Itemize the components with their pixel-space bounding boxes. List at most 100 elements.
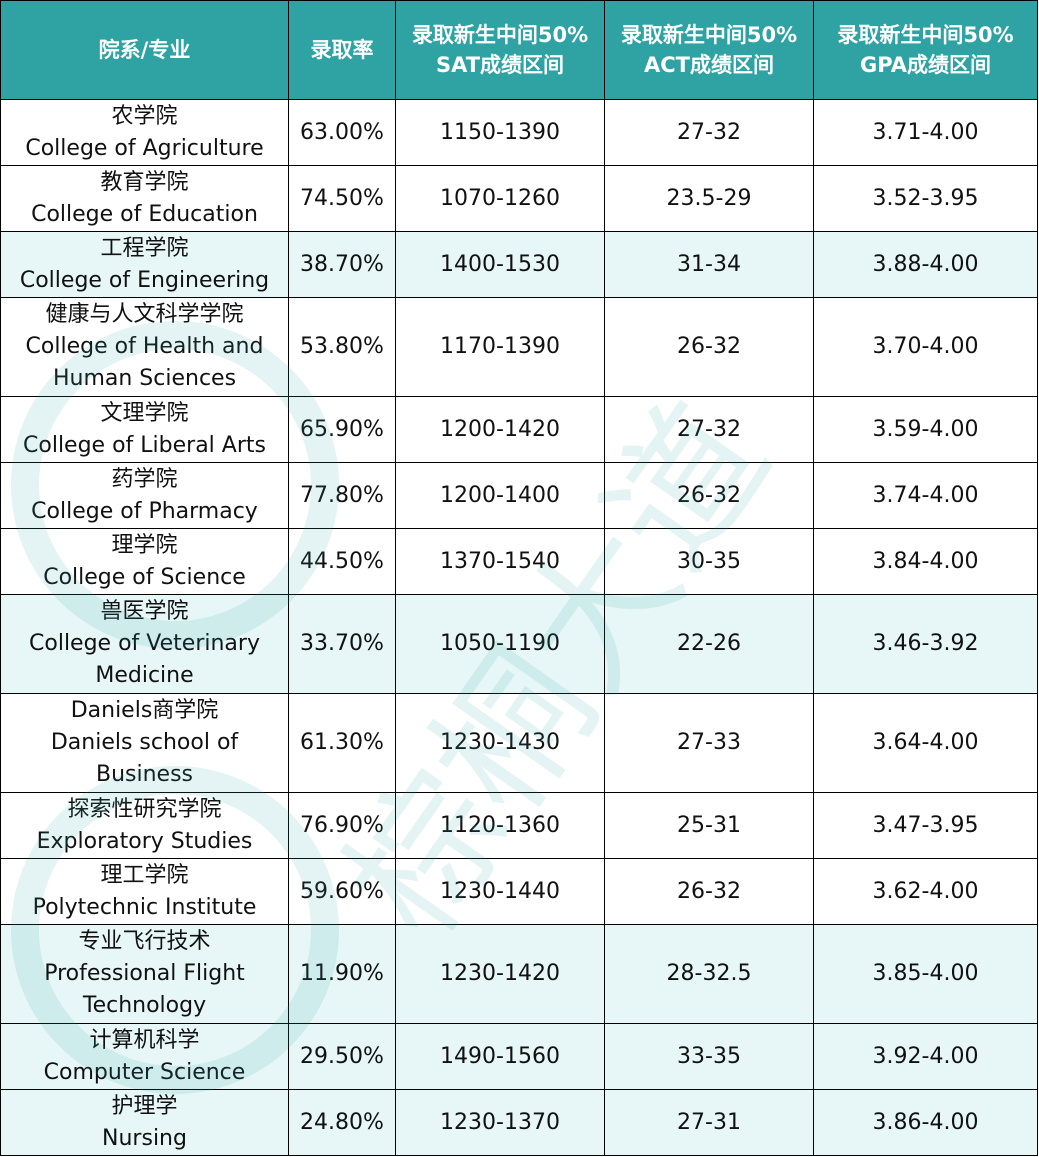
college-name-zh: 农学院 <box>111 103 178 129</box>
college-name-zh: 健康与人文科学学院 <box>45 302 244 327</box>
act-range-cell: 27-32 <box>604 396 814 463</box>
table-row: 教育学院 College of Education 74.50% 1070-1260 2… <box>0 165 1038 232</box>
sat-range-cell: 1200-1420 <box>395 396 605 463</box>
college-name-zh: 护理学 <box>111 1093 178 1119</box>
act-range-cell: 27-31 <box>604 1089 814 1156</box>
admission-rate-cell: 63.00% <box>288 99 396 166</box>
sat-range-cell: 1230-1370 <box>395 1089 605 1156</box>
act-range-cell: 23.5-29 <box>604 165 814 232</box>
college-name-zh: 理工学院 <box>100 862 189 888</box>
college-name-zh: 探索性研究学院 <box>67 796 222 822</box>
college-cell: 护理学 Nursing <box>0 1089 289 1156</box>
admission-rate-cell: 53.80% <box>288 297 396 397</box>
gpa-range-cell: 3.62-4.00 <box>813 858 1038 925</box>
admission-rate-cell: 24.80% <box>288 1089 396 1156</box>
table-row: 计算机科学 Computer Science 29.50% 1490-1560 33-3… <box>0 1023 1038 1090</box>
college-cell: 专业飞行技术 Professional Flight Technology <box>0 924 289 1024</box>
college-name-zh: 药学院 <box>111 466 178 492</box>
admission-rate-cell: 38.70% <box>288 231 396 298</box>
college-cell: 药学院 College of Pharmacy <box>0 462 289 529</box>
table-body: 农学院 College of Agriculture 63.00% 1150-1390… <box>0 99 1038 1156</box>
admission-rate-cell: 11.90% <box>288 924 396 1024</box>
college-name-zh: 文理学院 <box>100 400 189 426</box>
gpa-range-cell: 3.47-3.95 <box>813 792 1038 859</box>
college-name-zh: 工程学院 <box>100 235 189 261</box>
college-name-zh: 兽医学院 <box>100 599 189 624</box>
act-range-cell: 28-32.5 <box>604 924 814 1024</box>
table-row: 理学院 College of Science 44.50% 1370-1540 30-3… <box>0 528 1038 595</box>
college-name-zh: 教育学院 <box>100 169 189 195</box>
table-row: 农学院 College of Agriculture 63.00% 1150-1390… <box>0 99 1038 166</box>
admission-rate-cell: 61.30% <box>288 693 396 793</box>
gpa-range-cell: 3.74-4.00 <box>813 462 1038 529</box>
table-row: 药学院 College of Pharmacy 77.80% 1200-1400 26-… <box>0 462 1038 529</box>
act-range-cell: 27-32 <box>604 99 814 166</box>
college-name-en: Computer Science <box>43 1059 246 1085</box>
gpa-range-cell: 3.71-4.00 <box>813 99 1038 166</box>
act-range-cell: 31-34 <box>604 231 814 298</box>
act-range-cell: 26-32 <box>604 462 814 529</box>
table-row: 健康与人文科学学院 College of Health and Human Sci… <box>0 297 1038 397</box>
college-name-zh: 理学院 <box>111 532 178 558</box>
gpa-range-cell: 3.59-4.00 <box>813 396 1038 463</box>
gpa-range-cell: 3.70-4.00 <box>813 297 1038 397</box>
college-name-zh: 专业飞行技术 <box>78 929 211 954</box>
header-row: 院系/专业 录取率 录取新生中间50% SAT成绩区间 录取新生中间50% AC… <box>0 0 1038 100</box>
table-row: 兽医学院 College of Veterinary Medicine 33.70%… <box>0 594 1038 694</box>
college-cell: Daniels商学院 Daniels school of Business <box>0 693 289 793</box>
act-range-cell: 26-32 <box>604 297 814 397</box>
act-range-cell: 22-26 <box>604 594 814 694</box>
act-range-cell: 27-33 <box>604 693 814 793</box>
college-cell: 健康与人文科学学院 College of Health and Human Sci… <box>0 297 289 397</box>
act-range-cell: 30-35 <box>604 528 814 595</box>
header-gpa: 录取新生中间50% GPA成绩区间 <box>813 0 1038 100</box>
act-range-cell: 33-35 <box>604 1023 814 1090</box>
table-row: 文理学院 College of Liberal Arts 65.90% 1200-14… <box>0 396 1038 463</box>
sat-range-cell: 1230-1430 <box>395 693 605 793</box>
sat-range-cell: 1120-1360 <box>395 792 605 859</box>
admission-rate-cell: 33.70% <box>288 594 396 694</box>
admission-rate-cell: 77.80% <box>288 462 396 529</box>
college-name-en: Daniels school of Business <box>50 730 239 787</box>
admission-rate-cell: 44.50% <box>288 528 396 595</box>
college-name-en: College of Science <box>43 564 246 590</box>
sat-range-cell: 1370-1540 <box>395 528 605 595</box>
gpa-range-cell: 3.88-4.00 <box>813 231 1038 298</box>
admission-rate-cell: 59.60% <box>288 858 396 925</box>
college-name-en: Professional Flight Technology <box>44 961 245 1018</box>
header-rate: 录取率 <box>288 0 396 100</box>
table-row: Daniels商学院 Daniels school of Business 61.3… <box>0 693 1038 793</box>
college-cell: 理学院 College of Science <box>0 528 289 595</box>
gpa-range-cell: 3.64-4.00 <box>813 693 1038 793</box>
college-cell: 理工学院 Polytechnic Institute <box>0 858 289 925</box>
college-name-zh: 计算机科学 <box>89 1027 200 1053</box>
college-cell: 工程学院 College of Engineering <box>0 231 289 298</box>
admission-rate-cell: 76.90% <box>288 792 396 859</box>
sat-range-cell: 1400-1530 <box>395 231 605 298</box>
admission-rate-cell: 29.50% <box>288 1023 396 1090</box>
college-name-en: College of Agriculture <box>25 135 264 161</box>
act-range-cell: 26-32 <box>604 858 814 925</box>
sat-range-cell: 1230-1440 <box>395 858 605 925</box>
admission-rate-cell: 65.90% <box>288 396 396 463</box>
college-name-en: Nursing <box>102 1125 187 1151</box>
college-name-en: College of Engineering <box>19 267 270 293</box>
gpa-range-cell: 3.52-3.95 <box>813 165 1038 232</box>
college-cell: 探索性研究学院 Exploratory Studies <box>0 792 289 859</box>
sat-range-cell: 1050-1190 <box>395 594 605 694</box>
college-cell: 文理学院 College of Liberal Arts <box>0 396 289 463</box>
sat-range-cell: 1490-1560 <box>395 1023 605 1090</box>
sat-range-cell: 1070-1260 <box>395 165 605 232</box>
college-cell: 兽医学院 College of Veterinary Medicine <box>0 594 289 694</box>
gpa-range-cell: 3.85-4.00 <box>813 924 1038 1024</box>
gpa-range-cell: 3.84-4.00 <box>813 528 1038 595</box>
college-name-en: Exploratory Studies <box>36 828 253 854</box>
gpa-range-cell: 3.92-4.00 <box>813 1023 1038 1090</box>
table-row: 护理学 Nursing 24.80% 1230-1370 27-31 3.86-4.00 <box>0 1089 1038 1156</box>
college-name-en: College of Pharmacy <box>31 498 258 524</box>
table-row: 探索性研究学院 Exploratory Studies 76.90% 1120-136… <box>0 792 1038 859</box>
header-college: 院系/专业 <box>0 0 289 100</box>
gpa-range-cell: 3.86-4.00 <box>813 1089 1038 1156</box>
sat-range-cell: 1230-1420 <box>395 924 605 1024</box>
college-cell: 农学院 College of Agriculture <box>0 99 289 166</box>
